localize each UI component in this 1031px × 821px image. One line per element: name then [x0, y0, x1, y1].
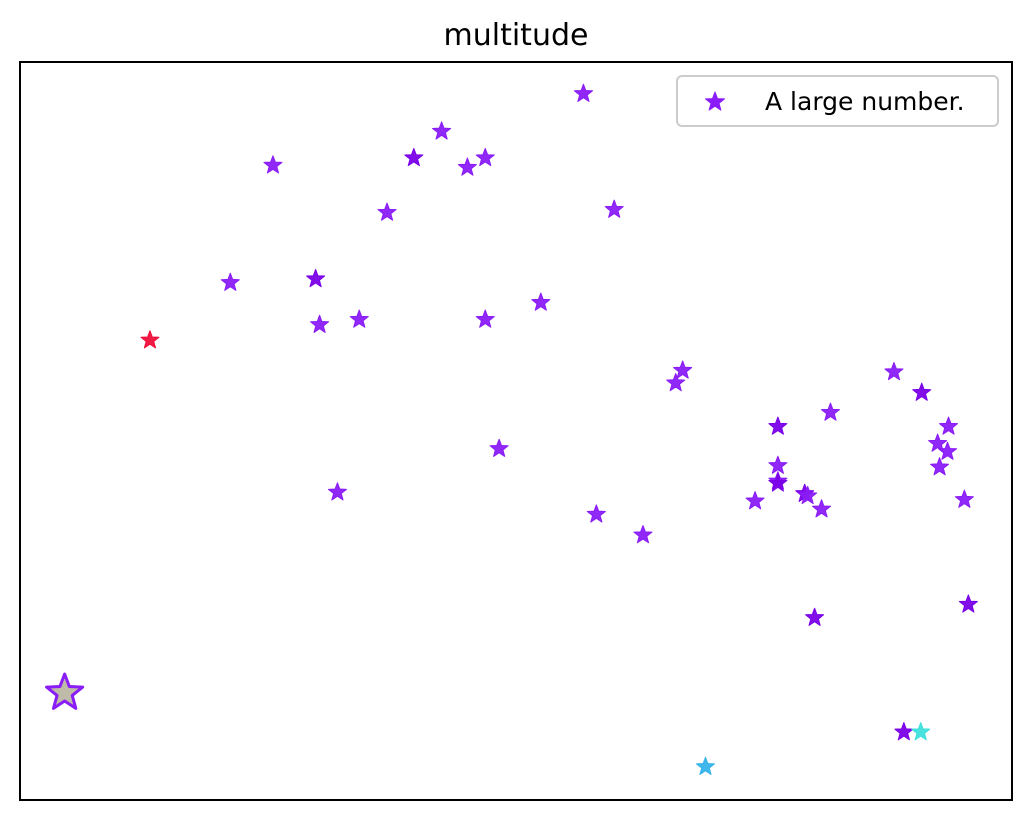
- data-point-star-41: [894, 722, 914, 741]
- data-point-star-5: [457, 157, 477, 176]
- plot-area-frame: [19, 61, 1013, 801]
- data-point-star-4: [475, 147, 495, 167]
- data-point-star-18: [884, 361, 904, 381]
- legend-star-icon: [704, 91, 726, 111]
- data-point-star-15: [140, 330, 160, 349]
- data-point-star-2: [432, 121, 452, 140]
- data-point-star-23: [928, 433, 948, 452]
- data-point-star-6: [263, 155, 283, 174]
- data-point-star-33: [745, 491, 765, 510]
- data-point-star-1: [573, 83, 593, 102]
- data-point-star-24: [937, 441, 958, 460]
- data-point-star-42: [911, 722, 931, 741]
- legend-marker: [704, 91, 726, 111]
- data-point-star-7: [377, 202, 397, 221]
- data-point-star-20: [820, 402, 840, 421]
- data-point-star-34: [812, 499, 832, 518]
- data-point-star-29: [768, 473, 788, 492]
- data-point-star-37: [633, 525, 653, 544]
- data-point-star-25: [930, 457, 950, 476]
- data-point-star-14: [475, 309, 495, 328]
- data-point-star-39: [805, 607, 825, 626]
- data-point-star-30: [327, 482, 347, 501]
- points-layer: [45, 83, 978, 775]
- data-point-star-12: [310, 314, 330, 333]
- data-point-star-26: [489, 438, 509, 457]
- legend-box: [676, 75, 999, 127]
- data-point-star-13: [349, 309, 369, 328]
- chart-title: multitude: [444, 18, 589, 53]
- data-point-star-38: [958, 594, 978, 613]
- data-point-star-35: [954, 489, 974, 508]
- data-point-star-17: [673, 360, 693, 379]
- legend: A large number.: [676, 75, 999, 127]
- data-point-star-36: [586, 504, 606, 523]
- data-point-star-3: [404, 147, 424, 167]
- data-point-star-40: [45, 672, 85, 710]
- data-point-star-43: [695, 756, 716, 775]
- data-point-star-22: [938, 416, 959, 435]
- data-point-star-11: [531, 292, 551, 311]
- data-point-star-19: [912, 382, 932, 401]
- data-point-star-27: [768, 455, 788, 474]
- data-point-star-21: [768, 416, 788, 435]
- data-point-star-32: [798, 485, 818, 505]
- data-point-star-16: [666, 373, 686, 392]
- data-point-star-9: [220, 272, 240, 291]
- legend-label: A large number.: [765, 87, 965, 116]
- data-point-star-10: [306, 268, 326, 288]
- data-point-star-8: [604, 199, 624, 218]
